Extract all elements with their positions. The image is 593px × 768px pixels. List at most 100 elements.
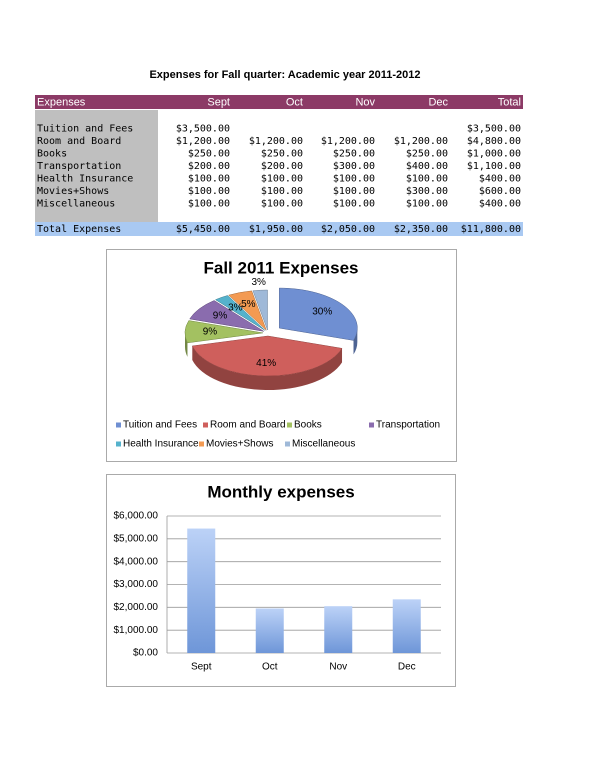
page-title: Expenses for Fall quarter: Academic year…: [149, 69, 420, 81]
total-cell: $2,350.00: [394, 224, 448, 235]
table-cell: $3,500.00: [467, 124, 521, 135]
pie-value-label: 9%: [203, 327, 218, 338]
table-header-cell: Oct: [286, 96, 303, 108]
pie-value-label: 30%: [312, 307, 332, 318]
y-tick-label: $0.00: [133, 648, 158, 659]
table-cell: $100.00: [188, 199, 230, 210]
x-tick-label: Sept: [191, 662, 212, 673]
table-cell: $100.00: [188, 174, 230, 185]
table-row-label: Tuition and Fees: [37, 124, 133, 135]
table-cell: $100.00: [261, 186, 303, 197]
table-cell: $100.00: [333, 186, 375, 197]
total-label: Total Expenses: [37, 224, 121, 235]
table-header-cell: Nov: [355, 96, 375, 108]
y-tick-label: $5,000.00: [114, 533, 159, 544]
legend-swatch: [199, 441, 204, 447]
x-tick-label: Dec: [398, 662, 416, 673]
table-cell: $4,800.00: [467, 136, 521, 147]
y-tick-label: $6,000.00: [114, 511, 159, 522]
table-cell: $1,000.00: [467, 149, 521, 160]
total-row-bg: [35, 222, 523, 236]
table-row-label: Miscellaneous: [37, 199, 115, 210]
table-row-label: Books: [37, 149, 67, 160]
bar-title: Monthly expenses: [207, 482, 354, 501]
table-cell: $3,500.00: [176, 124, 230, 135]
pie-slice: [184, 320, 264, 344]
pie-value-label: 3%: [251, 277, 266, 288]
pie-slice: [252, 289, 268, 331]
table-cell: $300.00: [333, 161, 375, 172]
table-header-cell: Expenses: [37, 96, 86, 108]
y-tick-label: $1,000.00: [114, 625, 159, 636]
table-cell: $1,100.00: [467, 161, 521, 172]
table-cell: $300.00: [406, 186, 448, 197]
table-cell: $1,200.00: [394, 136, 448, 147]
legend-label: Tuition and Fees: [123, 420, 197, 431]
table-cell: $100.00: [261, 199, 303, 210]
table-header-bg: [35, 95, 523, 109]
legend-label: Health Insurance: [123, 439, 199, 450]
table-cell: $400.00: [406, 161, 448, 172]
table-cell: $250.00: [406, 149, 448, 160]
total-cell: $5,450.00: [176, 224, 230, 235]
legend-label: Books: [294, 420, 322, 431]
x-tick-label: Oct: [262, 662, 278, 673]
pie-value-label: 5%: [241, 299, 256, 310]
table-cell: $1,200.00: [249, 136, 303, 147]
y-tick-label: $3,000.00: [114, 579, 159, 590]
table-cell: $400.00: [479, 199, 521, 210]
table-cell: $100.00: [188, 186, 230, 197]
table-header-cell: Total: [498, 96, 521, 108]
pie-slice: [279, 287, 358, 341]
bar: [187, 528, 216, 653]
table-cell: $100.00: [406, 174, 448, 185]
y-tick-label: $2,000.00: [114, 602, 159, 613]
bar: [324, 606, 353, 653]
pie-slice: [191, 335, 343, 377]
bar: [255, 608, 284, 653]
total-cell: $2,050.00: [321, 224, 375, 235]
label-column-bg: [35, 110, 158, 222]
table-cell: $400.00: [479, 174, 521, 185]
pie-title: Fall 2011 Expenses: [204, 258, 359, 277]
table-header-cell: Dec: [428, 96, 448, 108]
table-cell: $1,200.00: [176, 136, 230, 147]
legend-swatch: [369, 422, 374, 428]
y-tick-label: $4,000.00: [114, 556, 159, 567]
legend-label: Movies+Shows: [206, 439, 274, 450]
pie-slice-side: [192, 345, 343, 390]
table-cell: $250.00: [188, 149, 230, 160]
table-row-label: Health Insurance: [37, 174, 133, 185]
legend-swatch: [116, 422, 121, 428]
legend-swatch: [203, 422, 208, 428]
pie-slice: [228, 290, 267, 331]
x-tick-label: Nov: [329, 662, 347, 673]
pie-slice: [189, 300, 264, 332]
legend-swatch: [285, 441, 290, 447]
pie-value-label: 9%: [213, 311, 228, 322]
legend-label: Room and Board: [210, 420, 286, 431]
table-cell: $600.00: [479, 186, 521, 197]
table-cell: $100.00: [261, 174, 303, 185]
table-cell: $100.00: [406, 199, 448, 210]
table-row-label: Transportation: [37, 161, 121, 172]
bar: [392, 599, 421, 653]
legend-label: Miscellaneous: [292, 439, 355, 450]
table-row-label: Room and Board: [37, 136, 121, 147]
table-header-cell: Sept: [207, 96, 230, 108]
table-cell: $250.00: [333, 149, 375, 160]
table-cell: $200.00: [261, 161, 303, 172]
table-cell: $100.00: [333, 199, 375, 210]
table-cell: $1,200.00: [321, 136, 375, 147]
pie-value-label: 41%: [256, 358, 276, 369]
table-row-label: Movies+Shows: [37, 186, 109, 197]
legend-swatch: [287, 422, 292, 428]
legend-swatch: [116, 441, 121, 447]
table-cell: $100.00: [333, 174, 375, 185]
table-cell: $250.00: [261, 149, 303, 160]
pie-slice: [214, 295, 266, 331]
bar-chart-frame: [106, 474, 456, 687]
pie-value-label: 3%: [228, 303, 243, 314]
total-cell: $11,800.00: [461, 224, 521, 235]
